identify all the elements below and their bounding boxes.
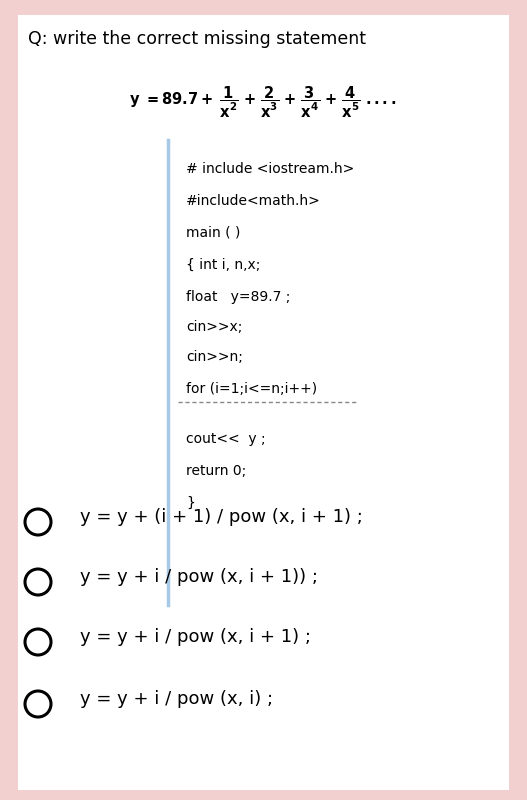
Text: { int i, n,x;: { int i, n,x; [186,258,260,272]
Text: cin>>n;: cin>>n; [186,350,243,364]
Text: y = y + i / pow (x, i + 1)) ;: y = y + i / pow (x, i + 1)) ; [80,568,318,586]
Text: y = y + i / pow (x, i + 1) ;: y = y + i / pow (x, i + 1) ; [80,628,311,646]
Text: cin>>x;: cin>>x; [186,320,242,334]
Text: float   y=89.7 ;: float y=89.7 ; [186,290,290,304]
Text: for (i=1;i<=n;i++): for (i=1;i<=n;i++) [186,382,317,396]
Text: y = y + (i + 1) / pow (x, i + 1) ;: y = y + (i + 1) / pow (x, i + 1) ; [80,508,363,526]
FancyBboxPatch shape [18,15,509,790]
Text: y = y + i / pow (x, i) ;: y = y + i / pow (x, i) ; [80,690,273,708]
Text: cout<<  y ;: cout<< y ; [186,432,266,446]
Text: main ( ): main ( ) [186,226,240,240]
Text: Q: write the correct missing statement: Q: write the correct missing statement [28,30,366,48]
Text: # include <iostream.h>: # include <iostream.h> [186,162,354,176]
Text: #include<math.h>: #include<math.h> [186,194,321,208]
Text: return 0;: return 0; [186,464,246,478]
Text: $\mathbf{y}$ $\mathbf{= 89.7 +}$ $\mathbf{\dfrac{1}{x^2}}$ $\mathbf{+}$ $\mathbf: $\mathbf{y}$ $\mathbf{= 89.7 +}$ $\mathb… [129,85,397,120]
Text: }: } [186,496,195,510]
